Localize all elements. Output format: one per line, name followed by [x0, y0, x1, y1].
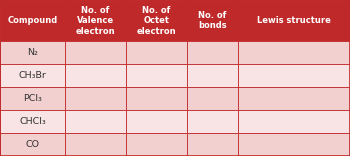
Bar: [65, 41, 126, 64]
Bar: [238, 87, 350, 110]
Bar: [187, 0, 238, 41]
Bar: [126, 64, 187, 87]
Bar: [126, 0, 187, 41]
Bar: [187, 133, 238, 156]
Bar: [126, 133, 187, 156]
Bar: [126, 87, 187, 110]
Bar: [238, 41, 350, 64]
Bar: [0, 110, 65, 133]
Text: CHCl₃: CHCl₃: [19, 117, 46, 126]
Bar: [238, 110, 350, 133]
Bar: [238, 64, 350, 87]
Text: Compound: Compound: [7, 16, 57, 25]
Bar: [187, 41, 238, 64]
Text: CO: CO: [25, 140, 39, 149]
Text: CH₃Br: CH₃Br: [19, 71, 46, 80]
Text: N₂: N₂: [27, 48, 38, 57]
Bar: [238, 133, 350, 156]
Text: No. of
Octet
electron: No. of Octet electron: [137, 6, 176, 36]
Bar: [187, 64, 238, 87]
Bar: [0, 0, 65, 41]
Bar: [0, 64, 65, 87]
Bar: [0, 133, 65, 156]
Bar: [238, 0, 350, 41]
Bar: [65, 87, 126, 110]
Bar: [126, 41, 187, 64]
Bar: [126, 110, 187, 133]
Text: Lewis structure: Lewis structure: [257, 16, 331, 25]
Text: No. of
bonds: No. of bonds: [198, 11, 227, 30]
Text: PCl₃: PCl₃: [23, 94, 42, 103]
Bar: [0, 41, 65, 64]
Bar: [65, 133, 126, 156]
Bar: [187, 110, 238, 133]
Bar: [187, 87, 238, 110]
Bar: [65, 110, 126, 133]
Bar: [65, 0, 126, 41]
Text: No. of
Valence
electron: No. of Valence electron: [76, 6, 115, 36]
Bar: [65, 64, 126, 87]
Bar: [0, 87, 65, 110]
